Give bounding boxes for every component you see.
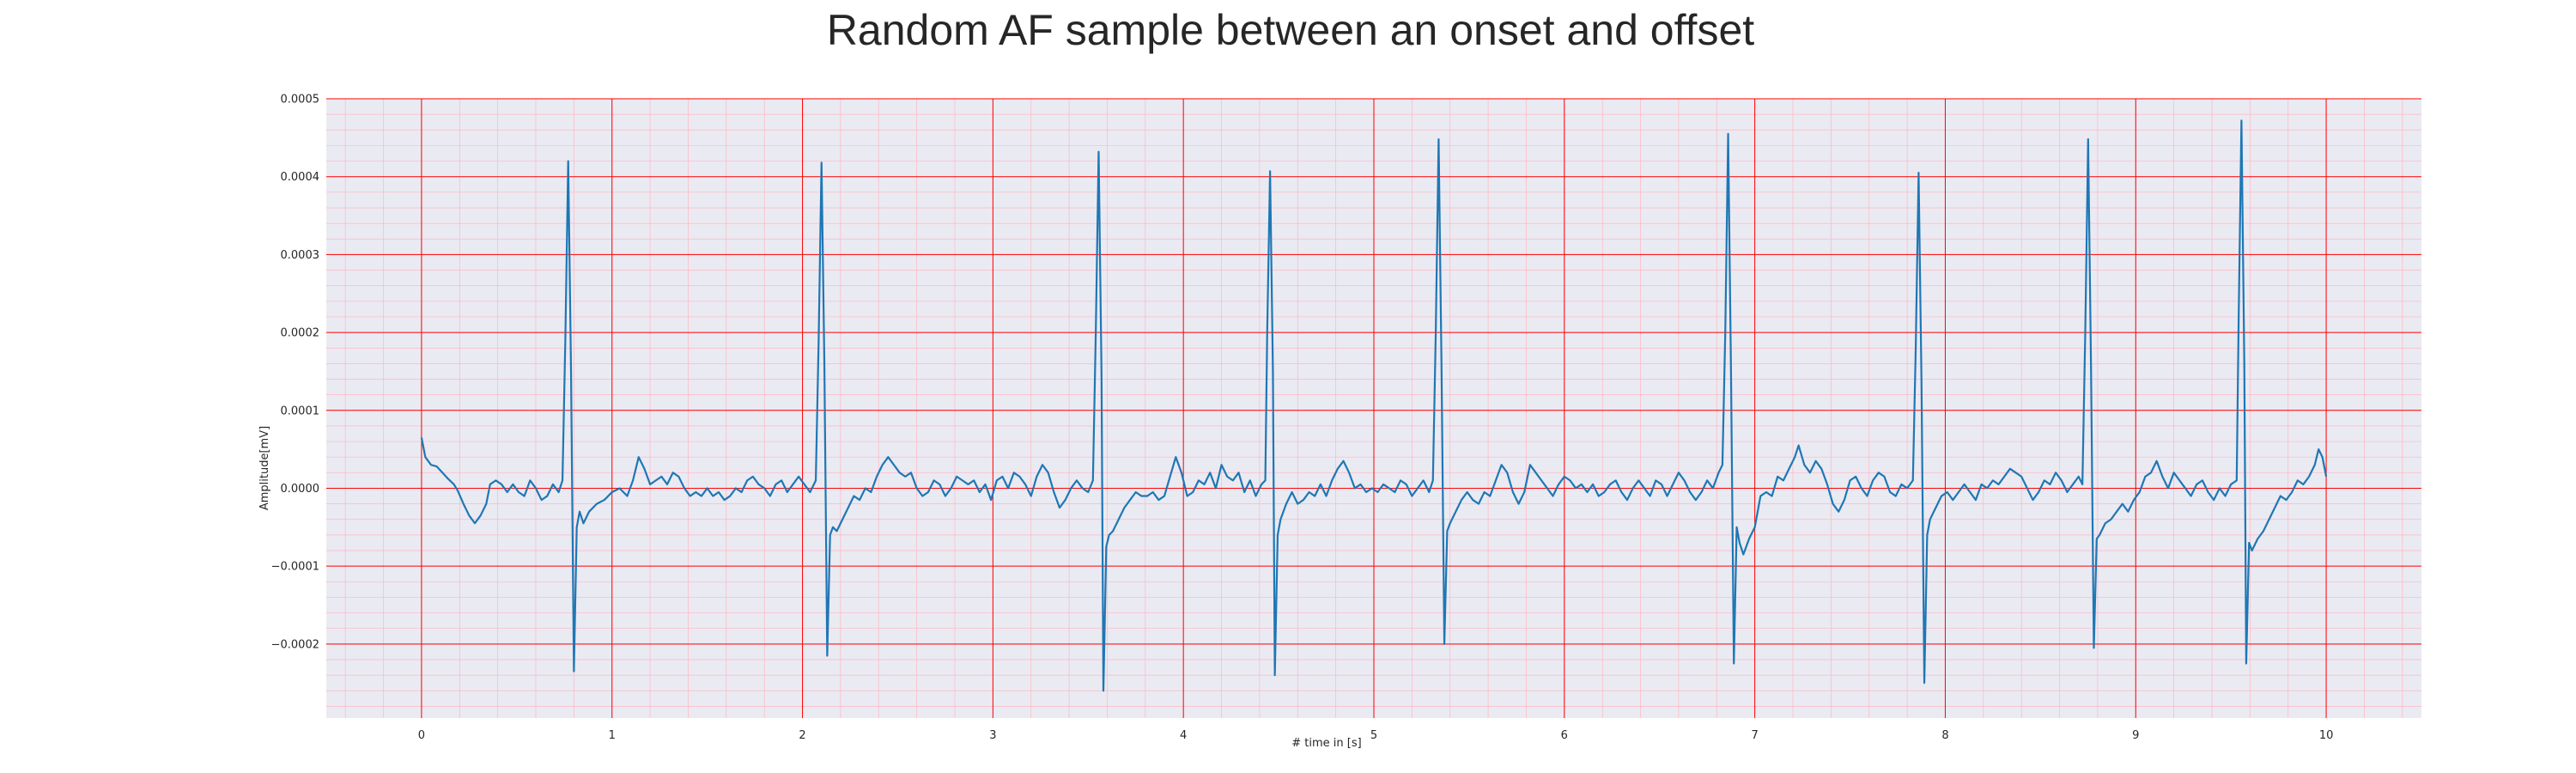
y-tick-label: 0.0005 [281, 94, 320, 107]
x-tick-label: 0 [418, 729, 425, 742]
y-tick-label: −0.0001 [271, 561, 319, 574]
x-tick-label: 1 [609, 729, 616, 742]
x-tick-label: 7 [1751, 729, 1758, 742]
x-tick-label: 5 [1370, 729, 1377, 742]
x-tick-label: 10 [2319, 729, 2334, 742]
y-tick-label: 0.0003 [281, 249, 320, 262]
series-line [420, 119, 2328, 692]
y-tick-label: 0.0004 [281, 171, 320, 184]
y-tick-label: −0.0002 [271, 638, 319, 651]
y-tick-label: 0.0001 [281, 405, 320, 417]
y-axis-ticks: −0.0002 −0.0001 0.0000 0.0001 0.0002 0.0003 0.… [271, 94, 319, 652]
x-tick-label: 6 [1561, 729, 1568, 742]
x-tick-label: 2 [799, 729, 805, 742]
major-grid [326, 98, 2421, 718]
x-tick-label: 8 [1941, 729, 1948, 742]
y-tick-label: 0.0002 [281, 327, 320, 340]
x-axis-ticks: 0 1 2 3 4 5 6 7 8 9 10 [418, 729, 2334, 742]
x-tick-label: 4 [1180, 729, 1187, 742]
chart-title: Random AF sample between an onset and of… [827, 6, 1754, 54]
series-layer [420, 119, 2328, 692]
x-axis-label: # time in [s] [1291, 737, 1361, 750]
y-tick-label: 0.0000 [281, 483, 320, 496]
y-axis-label: Amplitude[mV] [258, 426, 271, 510]
x-tick-label: 9 [2132, 729, 2139, 742]
x-tick-label: 3 [989, 729, 996, 742]
